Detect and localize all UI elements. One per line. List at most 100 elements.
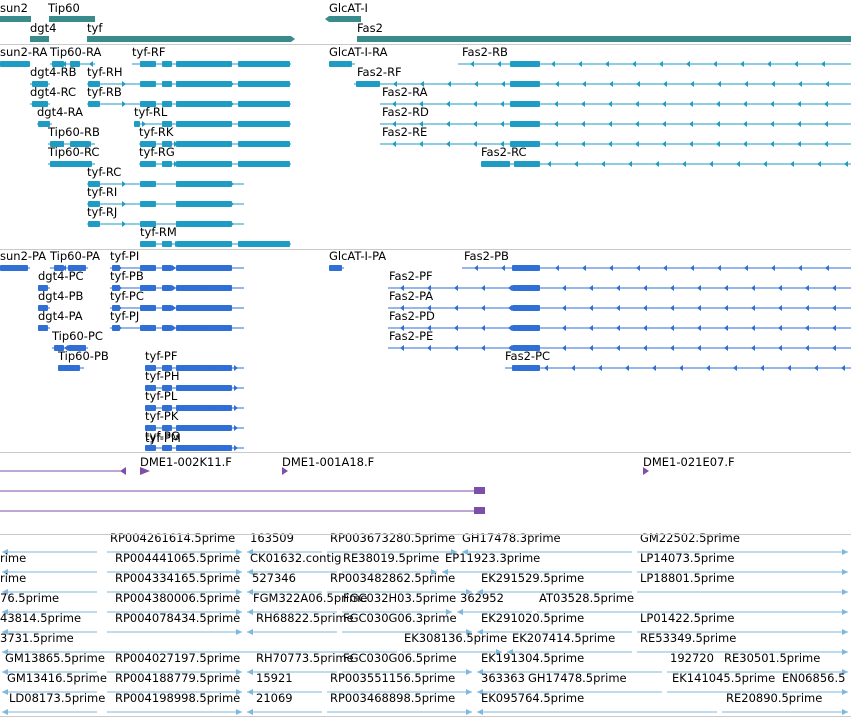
exon-block[interactable] xyxy=(238,81,290,87)
direction-arrow[interactable] xyxy=(686,61,690,67)
direction-arrow[interactable] xyxy=(122,101,126,107)
gene-bar[interactable] xyxy=(291,36,295,42)
direction-arrow[interactable] xyxy=(628,161,632,167)
direction-arrow[interactable] xyxy=(176,81,180,87)
exon-block[interactable] xyxy=(162,241,172,247)
direction-arrow[interactable] xyxy=(420,81,424,87)
exon-block[interactable] xyxy=(176,121,232,127)
direction-arrow[interactable] xyxy=(122,181,126,187)
direction-arrow[interactable] xyxy=(643,325,647,331)
direction-arrow[interactable] xyxy=(169,121,173,127)
feature-label[interactable]: tyf-RC xyxy=(87,165,122,179)
direction-arrow[interactable] xyxy=(582,265,586,271)
direction-arrow[interactable] xyxy=(180,405,184,411)
direction-arrow[interactable] xyxy=(798,265,802,271)
direction-arrow[interactable] xyxy=(601,161,605,167)
feature-label[interactable]: Tip60-PB xyxy=(58,349,109,363)
direction-arrow[interactable] xyxy=(176,181,180,187)
clone-block[interactable] xyxy=(474,507,485,514)
direction-arrow[interactable] xyxy=(790,161,794,167)
est-marker[interactable] xyxy=(842,609,848,615)
direction-arrow[interactable] xyxy=(176,221,180,227)
direction-arrow[interactable] xyxy=(589,305,593,311)
direction-arrow[interactable] xyxy=(805,285,809,291)
exon-block[interactable] xyxy=(512,285,540,291)
direction-arrow[interactable] xyxy=(670,325,674,331)
clone-block[interactable] xyxy=(474,487,485,494)
direction-arrow[interactable] xyxy=(226,305,230,311)
direction-arrow[interactable] xyxy=(562,285,566,291)
feature-label[interactable]: tyf-PG xyxy=(145,429,180,443)
feature-label[interactable]: dgt4 xyxy=(30,21,57,35)
exon-block[interactable] xyxy=(70,61,80,67)
feature-label[interactable]: LP18801.5prime xyxy=(640,571,735,585)
direction-arrow[interactable] xyxy=(743,141,747,147)
direction-arrow[interactable] xyxy=(616,325,620,331)
direction-arrow[interactable] xyxy=(149,181,153,187)
direction-arrow[interactable] xyxy=(663,81,667,87)
feature-label[interactable]: 15921 xyxy=(256,671,293,685)
est-marker[interactable] xyxy=(247,609,253,615)
direction-arrow[interactable] xyxy=(153,445,157,451)
exon-block[interactable] xyxy=(162,81,172,87)
direction-arrow[interactable] xyxy=(581,141,585,147)
direction-arrow[interactable] xyxy=(62,61,66,67)
direction-arrow[interactable] xyxy=(733,365,737,371)
direction-arrow[interactable] xyxy=(562,325,566,331)
direction-arrow[interactable] xyxy=(481,325,485,331)
direction-arrow[interactable] xyxy=(234,385,238,391)
est-marker[interactable] xyxy=(462,549,468,555)
direction-arrow[interactable] xyxy=(682,161,686,167)
est-marker[interactable] xyxy=(2,589,8,595)
direction-arrow[interactable] xyxy=(392,101,396,107)
direction-arrow[interactable] xyxy=(202,241,206,247)
direction-arrow[interactable] xyxy=(145,285,149,291)
feature-label[interactable]: 527346 xyxy=(252,571,296,585)
direction-arrow[interactable] xyxy=(690,265,694,271)
direction-arrow[interactable] xyxy=(554,141,558,147)
feature-label[interactable]: RP004078434.5prime xyxy=(115,611,241,625)
direction-arrow[interactable] xyxy=(256,241,260,247)
gene-bar[interactable] xyxy=(30,36,49,42)
direction-arrow[interactable] xyxy=(632,61,636,67)
exon-block[interactable] xyxy=(32,81,48,87)
direction-arrow[interactable] xyxy=(771,81,775,87)
feature-label[interactable]: DME1-021E07.F xyxy=(643,455,735,469)
feature-label[interactable]: tyf-RI xyxy=(87,185,118,199)
feature-label[interactable]: Fas2-RA xyxy=(382,85,428,99)
exon-block[interactable] xyxy=(514,161,540,167)
direction-arrow[interactable] xyxy=(662,101,666,107)
direction-arrow[interactable] xyxy=(609,81,613,87)
feature-label[interactable]: GM13416.5prime xyxy=(7,671,107,685)
direction-arrow[interactable] xyxy=(636,265,640,271)
direction-arrow[interactable] xyxy=(118,305,122,311)
exon-block[interactable] xyxy=(238,161,290,167)
direction-arrow[interactable] xyxy=(427,345,431,351)
feature-label[interactable]: RP004441065.5prime xyxy=(115,551,241,565)
feature-label[interactable]: dgt4-RC xyxy=(30,85,77,99)
est-marker[interactable] xyxy=(2,629,8,635)
direction-arrow[interactable] xyxy=(751,345,755,351)
feature-label[interactable]: tyf-RG xyxy=(139,145,175,159)
feature-label[interactable]: tyf-PM xyxy=(145,431,181,445)
feature-label[interactable]: tyf-PC xyxy=(110,289,144,303)
feature-label[interactable]: GH17478.5prime xyxy=(528,671,627,685)
direction-arrow[interactable] xyxy=(724,285,728,291)
direction-arrow[interactable] xyxy=(174,141,178,147)
direction-arrow[interactable] xyxy=(706,365,710,371)
direction-arrow[interactable] xyxy=(207,405,211,411)
feature-label[interactable]: tyf-PF xyxy=(145,349,178,363)
direction-arrow[interactable] xyxy=(598,365,602,371)
direction-arrow[interactable] xyxy=(199,285,203,291)
direction-arrow[interactable] xyxy=(744,265,748,271)
direction-arrow[interactable] xyxy=(635,121,639,127)
direction-arrow[interactable] xyxy=(751,285,755,291)
direction-arrow[interactable] xyxy=(176,101,180,107)
direction-arrow[interactable] xyxy=(140,61,144,67)
direction-arrow[interactable] xyxy=(821,61,825,67)
feature-label[interactable]: tyf-PK xyxy=(145,409,179,423)
exon-block[interactable] xyxy=(140,221,156,227)
direction-arrow[interactable] xyxy=(652,365,656,371)
direction-arrow[interactable] xyxy=(248,61,252,67)
exon-block[interactable] xyxy=(162,425,172,431)
